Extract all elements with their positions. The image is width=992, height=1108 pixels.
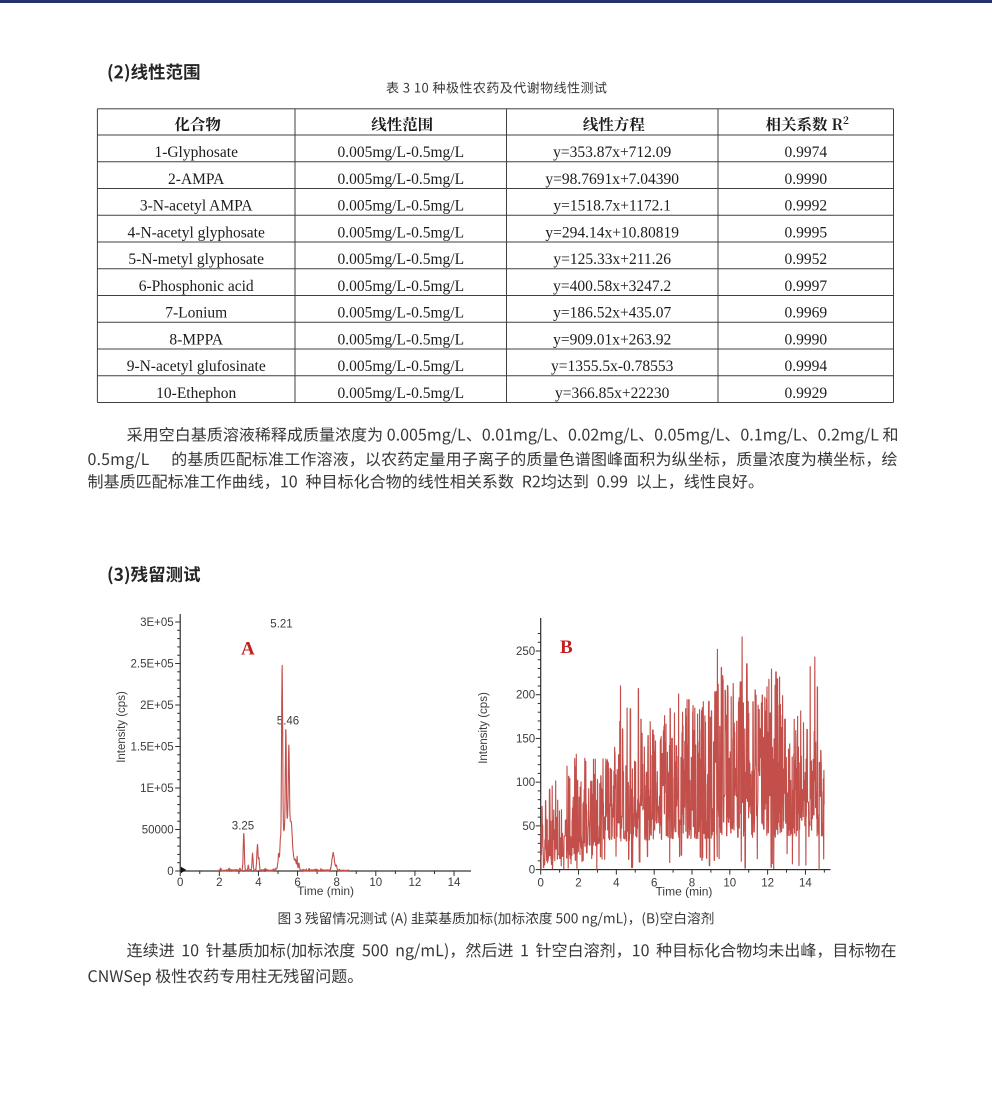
svg-text:10: 10 xyxy=(723,878,736,890)
svg-text:2: 2 xyxy=(216,877,222,889)
svg-text:200: 200 xyxy=(516,690,535,702)
svg-text:0.9994: 0.9994 xyxy=(784,358,827,375)
svg-text:0.9990: 0.9990 xyxy=(784,171,827,188)
svg-text:2.5E+05: 2.5E+05 xyxy=(131,659,174,671)
svg-text:3E+05: 3E+05 xyxy=(140,617,174,629)
svg-text:y=909.01x+263.92: y=909.01x+263.92 xyxy=(553,331,671,348)
svg-text:14: 14 xyxy=(448,877,461,889)
svg-text:y=1355.5x-0.78553: y=1355.5x-0.78553 xyxy=(551,358,674,375)
svg-text:7-Lonium: 7-Lonium xyxy=(165,305,227,322)
svg-text:150: 150 xyxy=(516,733,535,745)
svg-text:0.9995: 0.9995 xyxy=(784,224,827,241)
svg-text:B: B xyxy=(560,637,573,658)
svg-text:12: 12 xyxy=(761,878,774,890)
svg-text:1.5E+05: 1.5E+05 xyxy=(131,742,174,754)
svg-text:0.9969: 0.9969 xyxy=(784,305,827,322)
svg-text:14: 14 xyxy=(799,878,812,890)
svg-text:0.9990: 0.9990 xyxy=(784,331,827,348)
svg-text:Time (min): Time (min) xyxy=(297,884,354,898)
svg-text:0.005mg/L-0.5mg/L: 0.005mg/L-0.5mg/L xyxy=(338,331,465,348)
svg-text:6-Phosphonic acid: 6-Phosphonic acid xyxy=(139,278,254,295)
svg-text:0.005mg/L-0.5mg/L: 0.005mg/L-0.5mg/L xyxy=(338,385,465,402)
svg-text:y=366.85x+22230: y=366.85x+22230 xyxy=(555,385,670,402)
svg-text:5.21: 5.21 xyxy=(270,619,292,631)
svg-text:5.46: 5.46 xyxy=(277,716,299,728)
svg-text:50: 50 xyxy=(522,821,535,833)
svg-text:8: 8 xyxy=(689,878,695,890)
svg-text:y=125.33x+211.26: y=125.33x+211.26 xyxy=(553,251,671,268)
svg-text:2E+05: 2E+05 xyxy=(140,700,174,712)
svg-text:3.25: 3.25 xyxy=(232,821,254,833)
svg-text:y=1518.7x+1172.1: y=1518.7x+1172.1 xyxy=(553,198,671,215)
svg-text:Intensity (cps): Intensity (cps) xyxy=(478,692,490,764)
svg-text:y=294.14x+10.80819: y=294.14x+10.80819 xyxy=(545,224,679,241)
svg-text:y=400.58x+3247.2: y=400.58x+3247.2 xyxy=(553,278,671,295)
svg-text:0.005mg/L-0.5mg/L: 0.005mg/L-0.5mg/L xyxy=(338,224,465,241)
svg-text:0.005mg/L-0.5mg/L: 0.005mg/L-0.5mg/L xyxy=(338,305,465,322)
svg-text:4-N-acetyl glyphosate: 4-N-acetyl glyphosate xyxy=(128,224,265,241)
svg-text:6: 6 xyxy=(651,878,657,890)
svg-text:10-Ethephon: 10-Ethephon xyxy=(156,385,236,402)
svg-text:0.9997: 0.9997 xyxy=(784,278,827,295)
svg-text:4: 4 xyxy=(613,878,620,890)
svg-text:Time (min): Time (min) xyxy=(656,885,713,899)
svg-text:2-AMPA: 2-AMPA xyxy=(168,171,225,188)
svg-text:6: 6 xyxy=(294,877,300,889)
svg-text:Intensity (cps): Intensity (cps) xyxy=(116,691,128,763)
svg-text:0.005mg/L-0.5mg/L: 0.005mg/L-0.5mg/L xyxy=(338,144,465,161)
svg-text:y=353.87x+712.09: y=353.87x+712.09 xyxy=(553,144,671,161)
svg-text:0.005mg/L-0.5mg/L: 0.005mg/L-0.5mg/L xyxy=(338,358,465,375)
svg-text:0: 0 xyxy=(177,877,183,889)
svg-text:50000: 50000 xyxy=(142,825,174,837)
svg-text:4: 4 xyxy=(255,877,262,889)
svg-text:1E+05: 1E+05 xyxy=(140,783,174,795)
svg-text:A: A xyxy=(241,639,255,660)
svg-text:250: 250 xyxy=(516,646,535,658)
svg-text:8-MPPA: 8-MPPA xyxy=(169,331,224,348)
svg-text:10: 10 xyxy=(369,877,382,889)
svg-text:100: 100 xyxy=(516,777,535,789)
svg-text:0.005mg/L-0.5mg/L: 0.005mg/L-0.5mg/L xyxy=(338,171,465,188)
svg-text:1-Glyphosate: 1-Glyphosate xyxy=(154,144,238,161)
svg-text:0.9952: 0.9952 xyxy=(784,251,827,268)
svg-text:0: 0 xyxy=(529,865,535,877)
svg-text:y=98.7691x+7.04390: y=98.7691x+7.04390 xyxy=(545,171,679,188)
svg-text:0.9974: 0.9974 xyxy=(784,144,827,161)
svg-text:0.005mg/L-0.5mg/L: 0.005mg/L-0.5mg/L xyxy=(338,251,465,268)
svg-text:2: 2 xyxy=(575,878,581,890)
svg-text:8: 8 xyxy=(333,877,339,889)
svg-text:0.005mg/L-0.5mg/L: 0.005mg/L-0.5mg/L xyxy=(338,278,465,295)
svg-text:0.9929: 0.9929 xyxy=(784,385,827,402)
svg-text:9-N-acetyl glufosinate: 9-N-acetyl glufosinate xyxy=(127,358,266,375)
svg-text:0: 0 xyxy=(537,878,543,890)
svg-text:3-N-acetyl AMPA: 3-N-acetyl AMPA xyxy=(140,198,253,215)
svg-text:0.005mg/L-0.5mg/L: 0.005mg/L-0.5mg/L xyxy=(338,198,465,215)
svg-text:y=186.52x+435.07: y=186.52x+435.07 xyxy=(553,305,671,322)
svg-text:12: 12 xyxy=(409,877,422,889)
svg-text:0: 0 xyxy=(167,866,173,878)
svg-text:0.9992: 0.9992 xyxy=(784,198,827,215)
svg-text:5-N-metyl glyphosate: 5-N-metyl glyphosate xyxy=(128,251,264,268)
